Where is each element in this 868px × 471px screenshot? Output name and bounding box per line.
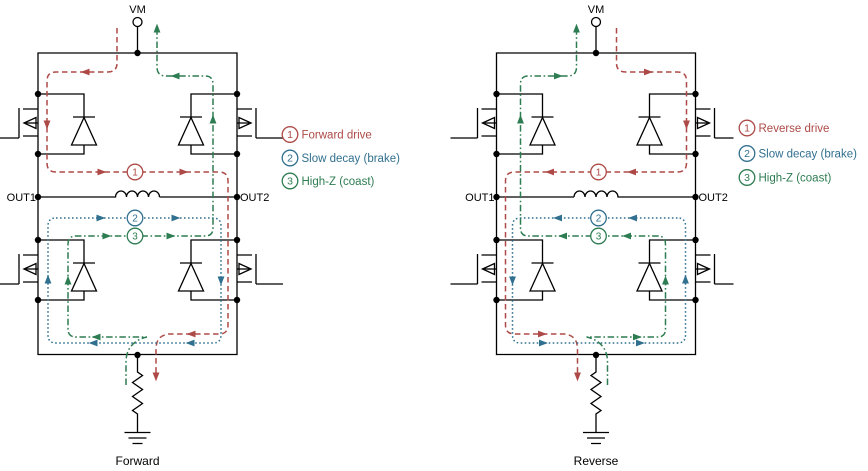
legend-number-1: 1 [744, 123, 750, 135]
legend-item-high-z: 3 High-Z (coast) [738, 169, 832, 186]
legend-item-high-z: 3 High-Z (coast) [281, 172, 375, 190]
legend-label-slow-decay: Slow decay (brake) [302, 153, 401, 165]
path-marker-number-2: 2 [132, 214, 138, 225]
legend-item-reverse-drive: 1 Reverse drive [738, 119, 830, 137]
legend-number-2: 2 [744, 148, 750, 160]
reverse-circuit: VM OUT1 OUT2 1 2 3 Reverse 1 Reverse dri… [451, 4, 858, 468]
legend-number-3: 3 [744, 172, 750, 184]
path-marker-number-3: 3 [132, 232, 138, 243]
circuit-caption-reverse: Reverse [574, 454, 619, 468]
legend-number-2: 2 [287, 153, 293, 165]
path-marker-number-3: 3 [596, 232, 602, 243]
legend-item-slow-decay: 2 Slow decay (brake) [738, 145, 858, 162]
legend-label-high-z: High-Z (coast) [759, 173, 832, 185]
out1-label: OUT1 [465, 192, 494, 204]
forward-circuit: VM OUT1 OUT2 1 2 3 Forward 1 Forward dri… [0, 4, 400, 468]
legend-item-slow-decay: 2 Slow decay (brake) [281, 149, 401, 167]
legend-circle-2 [281, 149, 299, 167]
path-marker-number-1: 1 [596, 168, 602, 179]
vm-label: VM [129, 4, 146, 16]
legend-label-high-z: High-Z (coast) [302, 176, 375, 188]
legend-item-forward-drive: 1 Forward drive [281, 126, 372, 143]
legend-label-reverse-drive: Reverse drive [759, 123, 830, 135]
out2-label: OUT2 [240, 192, 269, 204]
path-marker-number-1: 1 [132, 168, 138, 179]
legend-label-slow-decay: Slow decay (brake) [759, 149, 858, 161]
reverse-bridge-graphic [451, 18, 734, 444]
legend-circle-2 [738, 145, 756, 162]
legend-circle-1 [738, 119, 756, 137]
legend-number-1: 1 [287, 129, 293, 141]
circuit-caption-forward: Forward [115, 454, 159, 468]
legend-circle-3 [281, 172, 299, 190]
legend-circle-3 [738, 169, 756, 186]
vm-label: VM [588, 4, 605, 16]
forward-bridge-graphic [0, 18, 283, 444]
out2-label: OUT2 [699, 192, 728, 204]
reverse-legend: 1 Reverse drive 2 Slow decay (brake) 3 H… [738, 119, 858, 186]
legend-circle-1 [281, 126, 299, 143]
path-marker-number-2: 2 [596, 214, 602, 225]
out1-label: OUT1 [7, 192, 36, 204]
legend-label-forward-drive: Forward drive [302, 130, 372, 142]
legend-number-3: 3 [287, 176, 293, 188]
forward-legend: 1 Forward drive 2 Slow decay (brake) 3 H… [281, 126, 401, 190]
